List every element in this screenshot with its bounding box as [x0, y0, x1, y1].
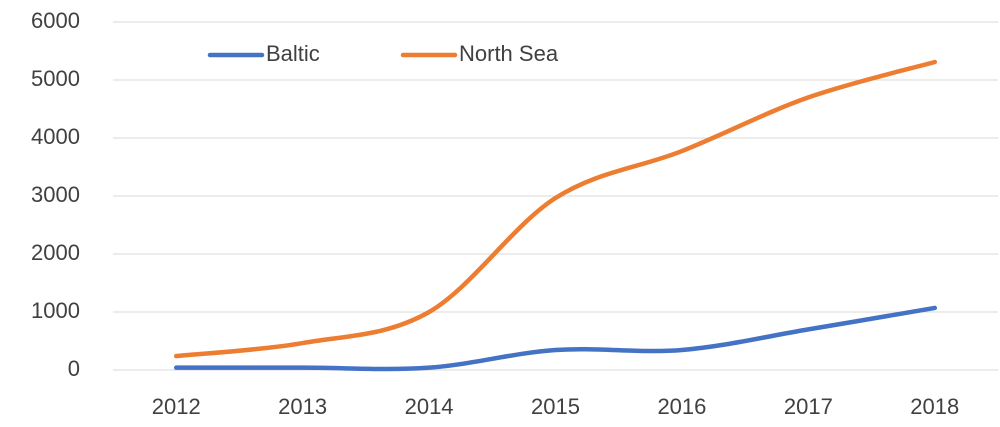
y-tick-label: 3000 — [31, 182, 80, 207]
x-tick-label: 2018 — [910, 394, 959, 419]
x-tick-label: 2017 — [784, 394, 833, 419]
x-tick-label: 2014 — [405, 394, 454, 419]
y-tick-label: 6000 — [31, 8, 80, 33]
x-tick-label: 2012 — [152, 394, 201, 419]
y-tick-label: 4000 — [31, 124, 80, 149]
x-tick-label: 2013 — [278, 394, 327, 419]
x-tick-label: 2016 — [657, 394, 706, 419]
x-tick-label: 2015 — [531, 394, 580, 419]
y-tick-label: 2000 — [31, 240, 80, 265]
series-line — [173, 59, 938, 359]
y-tick-label: 0 — [68, 356, 80, 381]
y-tick-label: 5000 — [31, 66, 80, 91]
series-line — [173, 305, 938, 372]
legend-label: North Sea — [459, 41, 559, 66]
y-tick-label: 1000 — [31, 298, 80, 323]
legend-label: Baltic — [266, 41, 320, 66]
